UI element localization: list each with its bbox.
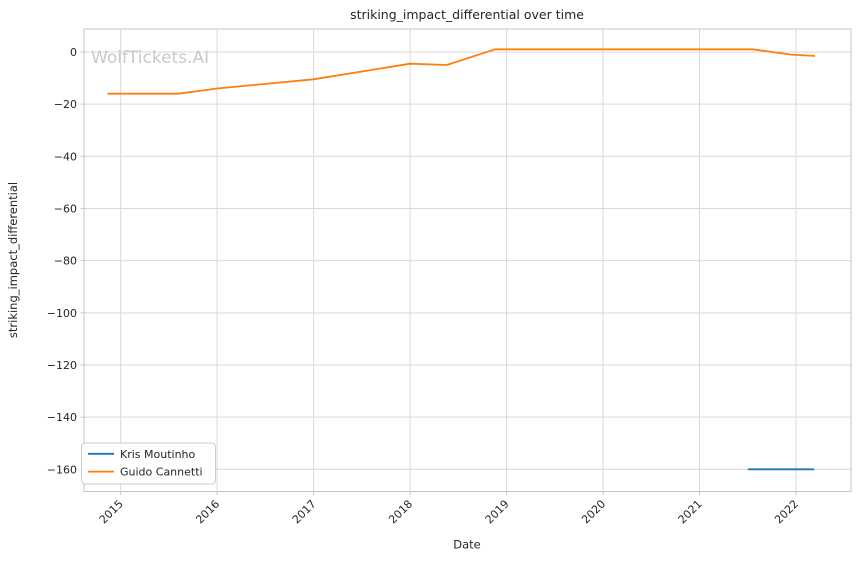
series-line-guido-cannetti xyxy=(107,48,816,95)
plot-border xyxy=(83,28,852,492)
x-tick-labels: 2015 2016 2017 2018 2019 2020 2021 2022 xyxy=(97,497,801,526)
gridlines xyxy=(84,29,851,492)
legend-item: Kris Moutinho xyxy=(88,448,196,461)
x-tick-label: 2020 xyxy=(579,497,608,526)
y-tick-label: −20 xyxy=(54,98,77,111)
legend-label: Kris Moutinho xyxy=(120,448,196,461)
watermark-text: WolfTickets.AI xyxy=(91,48,209,68)
legend: Kris Moutinho Guido Cannetti xyxy=(81,442,216,485)
x-axis-label: Date xyxy=(453,538,481,552)
y-tick-label: −140 xyxy=(47,411,77,424)
x-tick-label: 2018 xyxy=(386,497,415,526)
y-tick-labels: 0 −20 −40 −60 −80 −100 −120 −140 −160 xyxy=(47,46,77,476)
chart-title: striking_impact_differential over time xyxy=(350,7,584,22)
legend-item: Guido Cannetti xyxy=(88,466,203,479)
legend-box xyxy=(81,442,216,485)
y-tick-label: 0 xyxy=(70,46,77,59)
data-series xyxy=(107,48,816,471)
y-tick-label: −120 xyxy=(47,359,77,372)
y-tick-label: −160 xyxy=(47,463,77,476)
x-tick-label: 2016 xyxy=(193,497,222,526)
legend-label: Guido Cannetti xyxy=(120,466,203,479)
y-tick-label: −100 xyxy=(47,307,77,320)
x-tick-label: 2015 xyxy=(97,497,126,526)
x-tick-label: 2022 xyxy=(772,497,801,526)
y-tick-label: −60 xyxy=(54,202,77,215)
axis-ticks xyxy=(80,51,797,495)
x-tick-label: 2017 xyxy=(290,497,319,526)
x-tick-label: 2021 xyxy=(676,497,705,526)
y-axis-label: striking_impact_differential xyxy=(6,182,20,338)
x-tick-label: 2019 xyxy=(483,497,512,526)
y-tick-label: −40 xyxy=(54,150,77,163)
y-tick-label: −80 xyxy=(54,255,77,268)
